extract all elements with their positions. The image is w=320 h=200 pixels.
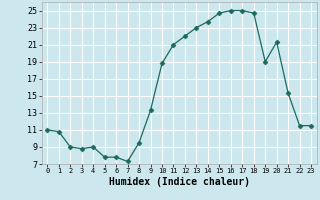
X-axis label: Humidex (Indice chaleur): Humidex (Indice chaleur) (109, 177, 250, 187)
